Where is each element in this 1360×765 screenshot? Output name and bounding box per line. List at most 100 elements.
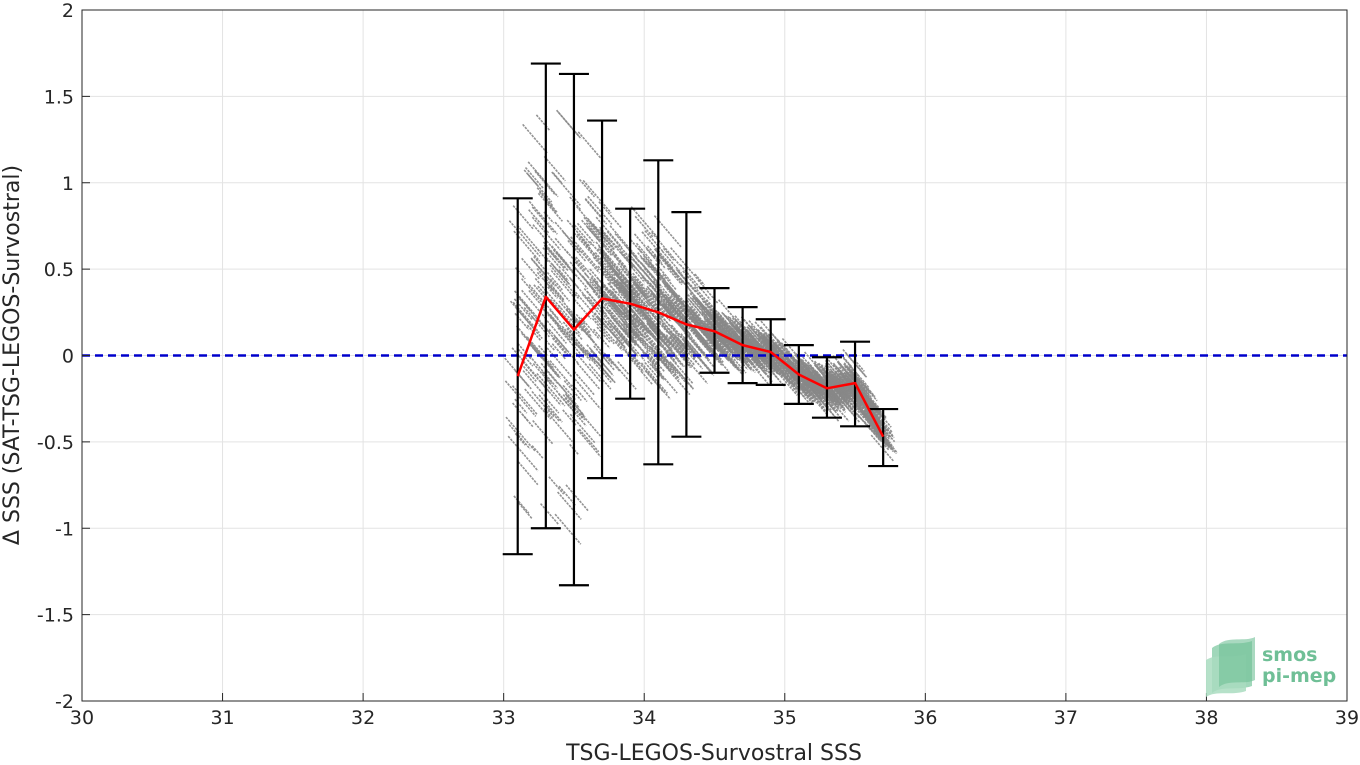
smos-pimep-logo: smos pi-mep bbox=[1206, 637, 1336, 697]
scatter-point bbox=[615, 340, 629, 356]
scatter-point bbox=[827, 394, 839, 408]
scatter-point bbox=[700, 305, 724, 332]
scatter-point bbox=[867, 424, 885, 444]
scatter-point bbox=[549, 360, 573, 388]
scatter-point bbox=[768, 343, 786, 364]
scatter-point bbox=[667, 302, 698, 337]
scatter-point bbox=[545, 339, 556, 351]
scatter-point bbox=[529, 355, 559, 389]
scatter-point bbox=[565, 484, 589, 512]
scatter-point bbox=[558, 269, 570, 282]
scatter-point bbox=[772, 358, 789, 378]
scatter-point bbox=[562, 394, 586, 421]
scatter-point bbox=[669, 330, 698, 363]
scatter-point bbox=[570, 326, 584, 341]
y-tick-label: -0.5 bbox=[37, 432, 74, 454]
scatter-point bbox=[590, 355, 611, 378]
scatter-point bbox=[694, 331, 714, 354]
scatter-point bbox=[635, 242, 653, 263]
scatter-point bbox=[661, 250, 683, 275]
scatter-point bbox=[621, 319, 649, 352]
scatter-point bbox=[569, 413, 596, 444]
scatter-point bbox=[516, 224, 541, 253]
scatter-point bbox=[683, 342, 695, 356]
scatter-point bbox=[606, 272, 622, 290]
scatter-point bbox=[576, 222, 595, 244]
scatter-point bbox=[513, 495, 530, 514]
scatter-point bbox=[558, 485, 577, 506]
scatter-point bbox=[697, 319, 729, 355]
scatter-point bbox=[573, 224, 593, 246]
scatter-point bbox=[609, 328, 627, 349]
scatter-point bbox=[538, 394, 563, 423]
scatter-point bbox=[527, 173, 553, 203]
scatter-point bbox=[773, 363, 798, 391]
scatter-point bbox=[584, 198, 608, 225]
scatter-point bbox=[564, 393, 585, 416]
scatter-point bbox=[549, 298, 582, 336]
scatter-point bbox=[522, 365, 537, 382]
scatter-point bbox=[596, 361, 616, 384]
scatter-point bbox=[575, 205, 607, 241]
scatter-point bbox=[602, 232, 634, 268]
scatter-point bbox=[754, 321, 785, 357]
scatter-point bbox=[545, 398, 560, 414]
scatter-point bbox=[531, 390, 555, 418]
scatter-point bbox=[627, 332, 650, 359]
scatter-point bbox=[569, 196, 582, 210]
scatter-point bbox=[557, 327, 585, 359]
scatter-point bbox=[546, 320, 568, 344]
scatter-point bbox=[674, 347, 693, 369]
scatter-point bbox=[718, 346, 739, 371]
scatter-point bbox=[691, 297, 708, 317]
scatter-point bbox=[599, 262, 631, 299]
scatter-point bbox=[587, 296, 608, 320]
scatter-point bbox=[686, 309, 708, 333]
scatter-point bbox=[603, 259, 629, 289]
scatter-point bbox=[648, 261, 679, 297]
scatter-point bbox=[672, 294, 705, 331]
scatter-point bbox=[573, 370, 596, 396]
scatter-point bbox=[662, 280, 683, 304]
x-tick-label: 31 bbox=[210, 707, 234, 729]
scatter-point bbox=[748, 341, 767, 363]
scatter-point bbox=[582, 329, 614, 365]
scatter-point bbox=[592, 223, 615, 250]
scatter-point bbox=[644, 316, 660, 334]
scatter-point bbox=[740, 329, 764, 355]
scatter-point bbox=[543, 244, 565, 269]
scatter-point bbox=[680, 333, 703, 359]
scatter-point bbox=[816, 387, 827, 399]
scatter-point bbox=[594, 251, 617, 277]
scatter-point bbox=[562, 231, 582, 253]
scatter-point bbox=[792, 366, 820, 399]
scatter-point bbox=[509, 300, 533, 327]
scatter-point bbox=[632, 313, 658, 343]
scatter-point bbox=[644, 230, 664, 252]
scatter-point bbox=[670, 324, 694, 351]
scatter-point bbox=[851, 395, 863, 409]
y-tick-label: -1 bbox=[55, 518, 74, 540]
scatter-point bbox=[616, 278, 642, 308]
scatter-point bbox=[514, 432, 526, 446]
mean-line bbox=[516, 295, 885, 438]
scatter-point bbox=[753, 350, 785, 387]
scatter-point bbox=[576, 362, 601, 390]
scatter-point bbox=[565, 332, 591, 362]
scatter-point bbox=[628, 263, 645, 282]
scatter-point bbox=[715, 315, 727, 328]
scatter-point bbox=[573, 257, 587, 272]
scatter-point bbox=[661, 321, 686, 349]
scatter-point bbox=[565, 250, 579, 265]
scatter-point bbox=[535, 114, 551, 132]
scatter-point bbox=[542, 241, 569, 272]
scatter-point bbox=[633, 291, 666, 328]
scatter-point bbox=[526, 336, 555, 369]
scatter-point bbox=[574, 378, 601, 410]
grid-lines bbox=[82, 10, 1347, 701]
scatter-point bbox=[575, 245, 601, 274]
scatter-point bbox=[582, 179, 612, 214]
scatter-point bbox=[644, 370, 665, 394]
scatter-point bbox=[770, 364, 798, 396]
scatter-point bbox=[853, 359, 865, 372]
